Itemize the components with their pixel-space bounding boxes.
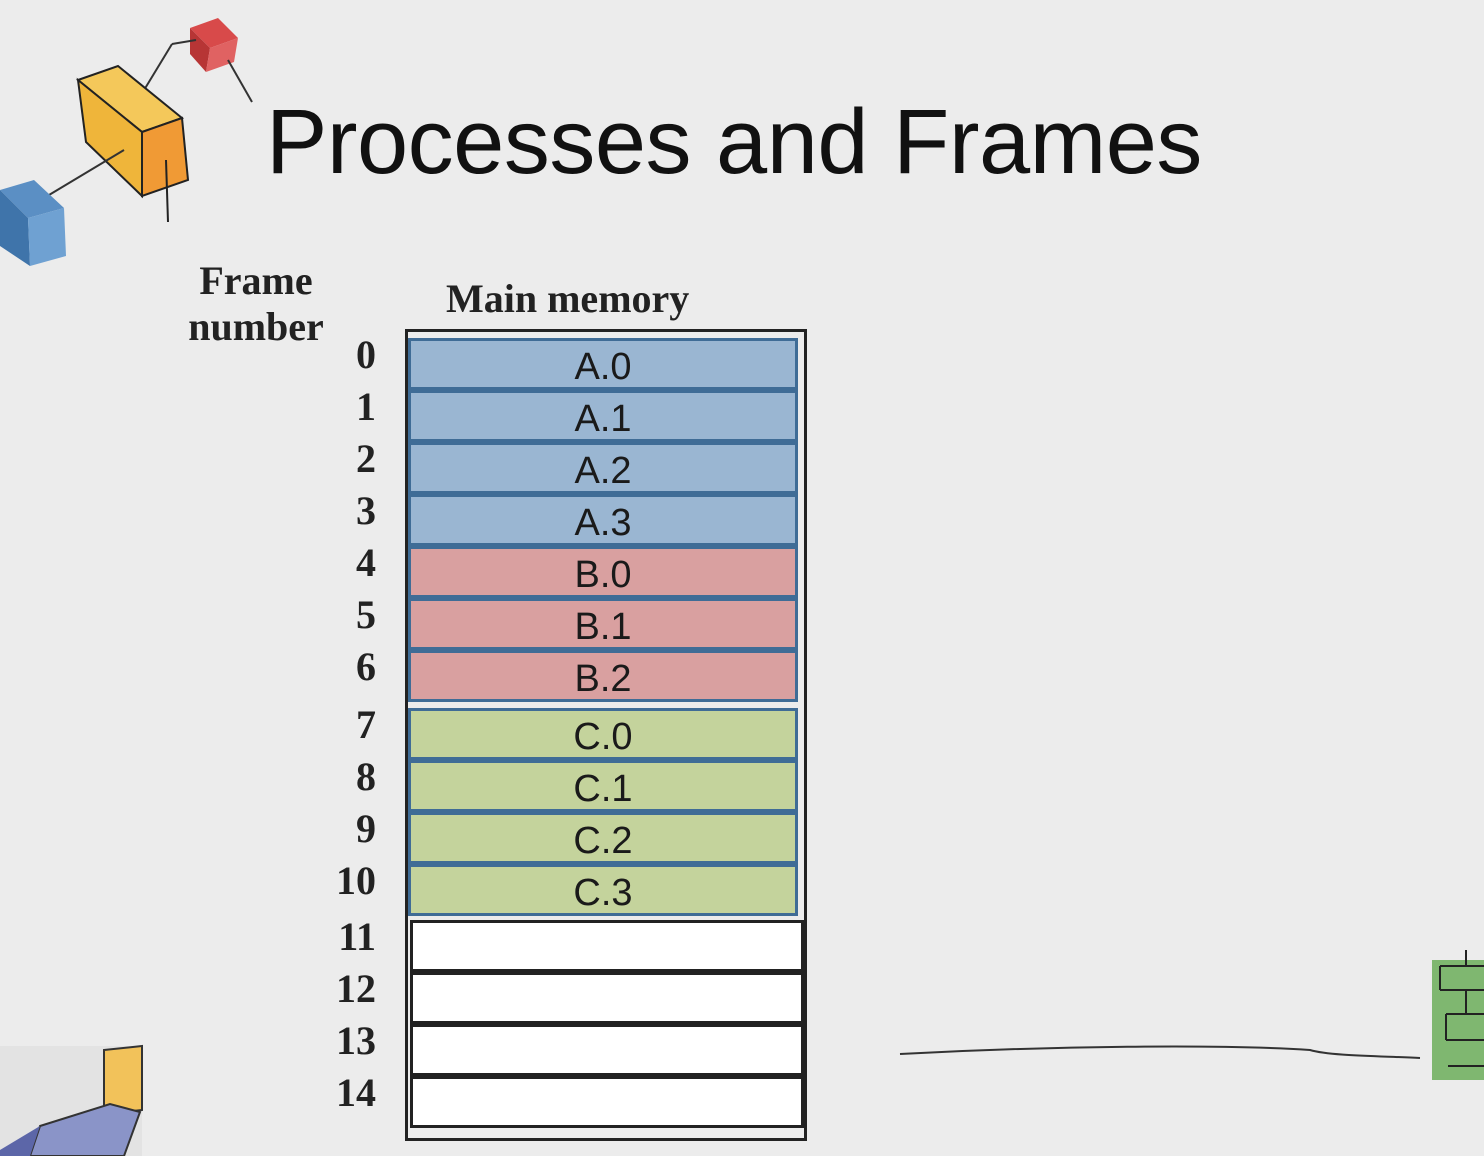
frame-cell: A.2 xyxy=(408,442,798,494)
cubes-illustration-icon xyxy=(0,18,253,266)
frame-number: 13 xyxy=(336,1018,376,1063)
frame-number: 10 xyxy=(336,858,376,903)
frame-number-label-line2: number xyxy=(188,304,324,349)
frame-cell xyxy=(410,972,804,1024)
frame-number: 3 xyxy=(356,488,376,533)
frame-cell: A.1 xyxy=(408,390,798,442)
frame-number: 8 xyxy=(356,754,376,799)
frame-number: 1 xyxy=(356,384,376,429)
ink-stroke xyxy=(899,1045,1421,1059)
frame-number: 2 xyxy=(356,436,376,481)
green-bricks-illustration-icon xyxy=(1432,950,1484,1080)
frame-cell: C.3 xyxy=(408,864,798,916)
main-memory-label: Main memory xyxy=(446,276,690,321)
frame-number: 7 xyxy=(356,702,376,747)
frame-number-label: Frame number xyxy=(166,258,346,350)
frame-cell: A.3 xyxy=(408,494,798,546)
frame-cell: B.1 xyxy=(408,598,798,650)
frame-number: 14 xyxy=(336,1070,376,1115)
frame-cell: A.0 xyxy=(408,338,798,390)
frame-number: 4 xyxy=(356,540,376,585)
frame-cell: C.1 xyxy=(408,760,798,812)
frame-number: 5 xyxy=(356,592,376,637)
frame-number: 6 xyxy=(356,644,376,689)
frame-number-label-line1: Frame xyxy=(199,258,313,303)
frame-cell: C.0 xyxy=(408,708,798,760)
frame-cell xyxy=(410,1076,804,1128)
main-memory-frames: A.0 A.1 A.2 A.3 B.0 B.1 B.2 C.0 C.1 C.2 C.3 xyxy=(405,329,807,1141)
frame-cell: B.2 xyxy=(408,650,798,702)
frame-cell: B.0 xyxy=(408,546,798,598)
frame-cell: C.2 xyxy=(408,812,798,864)
slide-title: Processes and Frames xyxy=(266,91,1202,193)
frame-number: 9 xyxy=(356,806,376,851)
frame-number: 0 xyxy=(356,332,376,377)
hand-illustration-icon xyxy=(0,1044,143,1156)
frame-cell xyxy=(410,1024,804,1076)
frame-number: 12 xyxy=(336,966,376,1011)
frame-number: 11 xyxy=(338,914,376,959)
frame-cell xyxy=(410,920,804,972)
